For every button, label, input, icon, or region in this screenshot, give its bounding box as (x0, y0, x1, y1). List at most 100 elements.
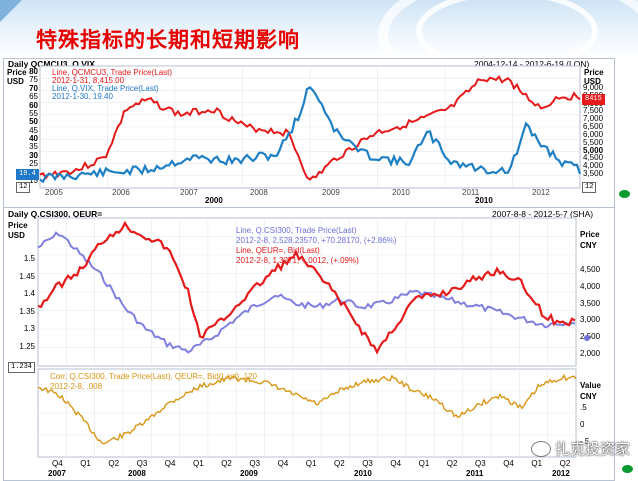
top-x-label-7: 2012 (532, 188, 550, 197)
corr-legend-value: 2012-2-8, .008 (50, 382, 103, 391)
top-chart-plot (39, 65, 582, 189)
quarter-label-14: Q2 (446, 459, 458, 468)
bottom-right-axis-title-1: Price (580, 230, 600, 239)
bottom-right-axis-title-2: CNY (580, 241, 597, 250)
quarter-label-10: Q2 (334, 459, 345, 468)
top-right-tick-9: 4,500 (583, 153, 604, 163)
top-left-tick-1: 75 (29, 75, 38, 85)
watermark: 扎克投资家 (530, 438, 630, 459)
top-right-tick-7: 5,500 (583, 137, 604, 147)
corr-tick-1: 0 (580, 420, 585, 429)
top-left-tick-6: 50 (29, 117, 38, 127)
top-left-axis-title-1: Price (7, 68, 27, 77)
quarter-label-2: Q2 (108, 459, 120, 468)
top-legend-qcmcu3-value: 2012-1-31, 8,415.00 (52, 76, 125, 85)
bottom-right-tick-3: 3,000 (580, 315, 601, 325)
quarter-label-6: Q2 (221, 459, 232, 468)
quarter-label-5: Q1 (193, 459, 204, 468)
top-x-label-4: 2009 (322, 188, 340, 197)
top-left-tick-13: 15 (29, 176, 38, 185)
qcmcu3-series-line (39, 74, 581, 181)
top-legend-qcmcu3: Line, QCMCU3, Trade Price(Last) (52, 68, 173, 77)
bottom-right-tick-1: 4,000 (580, 281, 601, 291)
bottom-left-tick-2: 1.4 (23, 289, 35, 299)
csi300-series-line (37, 231, 576, 354)
bottom-left-tick-5: 1.25 (19, 342, 35, 351)
top-left-tick-11: 25 (29, 159, 38, 169)
top-tag-bottom-left: 12 (16, 182, 31, 193)
bottom-legend-eur: Line, QEUR=, Bid(Last) (236, 246, 320, 255)
bottom-chart-header-left: Daily Q.CSI300, QEUR= (8, 209, 103, 219)
bottom-legend-csi300-value: 2012-2-8, 2,528.23570, +70.28170, (+2.86… (236, 236, 397, 245)
correlation-series-line (37, 373, 577, 445)
top-x-label-6: 2011 (462, 188, 480, 197)
bottom-chart-plot (37, 217, 577, 367)
bottom-chart-header-right: 2007-8-8 - 2012-5-7 (SHA) (492, 209, 594, 219)
top-right-tick-5: 6,500 (583, 122, 604, 132)
quarter-label-18: Q2 (559, 459, 571, 468)
bottom-gridlines (38, 218, 576, 366)
top-left-tick-7: 45 (29, 125, 38, 135)
bottom-left-tick-3: 1.35 (19, 306, 35, 316)
top-right-tick-10: 4,000 (583, 161, 604, 171)
banner-swirl-inner (416, 0, 598, 58)
correlation-gridlines (38, 369, 576, 457)
quarter-label-11: Q3 (362, 459, 373, 468)
top-left-tick-9: 35 (29, 142, 38, 152)
quarter-label-8: Q4 (277, 459, 289, 468)
bottom-right-tick-5: 2,000 (580, 349, 601, 358)
top-left-tick-5: 55 (29, 108, 38, 118)
top-tag-qcmcu3: 8415 (582, 94, 605, 105)
quarter-label-4: Q4 (164, 459, 176, 468)
bottom-left-tick-1: 1.45 (19, 271, 35, 281)
bottom-tag-left: 1.234 (8, 362, 36, 373)
bottom-right-tick-0: 4,500 (580, 265, 601, 274)
quarter-label-7: Q3 (249, 459, 261, 468)
top-chart-header-right: 2004-12-14 - 2012-6-19 (LON) (474, 59, 590, 69)
watermark-text: 扎克投资家 (554, 440, 630, 458)
quarter-label-12: Q4 (390, 459, 402, 468)
top-left-tick-2: 70 (29, 83, 38, 93)
year-label-1: 2008 (128, 469, 146, 478)
eur-series-line (37, 220, 576, 355)
quarter-label-16: Q4 (503, 459, 514, 468)
bottom-left-axis-title-2: USD (8, 231, 25, 240)
top-right-tick-3: 7,500 (583, 106, 604, 116)
corr-tick-2: -.5 (580, 437, 590, 446)
page-title: 特殊指标的长期和短期影响 (36, 27, 300, 52)
top-x-label-2: 2007 (180, 188, 198, 197)
bottom-footer-dot (622, 465, 633, 473)
top-legend-vix: Line, Q.VIX, Trade Price(Last) (52, 84, 159, 93)
bottom-left-tick-0: 1.5 (23, 254, 35, 263)
vix-series-line (39, 86, 582, 184)
top-tag-bottom-right: 12 (582, 182, 597, 193)
wechat-icon (530, 440, 551, 457)
year-label-3: 2010 (354, 469, 372, 478)
top-x-label-0: 2005 (45, 188, 63, 197)
top-x-bold-2010: 2010 (475, 196, 493, 205)
corr-tick-0: .5 (580, 403, 587, 412)
year-label-5: 2012 (552, 469, 570, 478)
bottom-left-tick-4: 1.3 (23, 324, 35, 334)
top-legend-vix-value: 2012-1-30, 19.40 (52, 92, 113, 101)
year-label-4: 2011 (466, 469, 484, 478)
banner-corner (0, 0, 22, 22)
quarter-label-1: Q1 (80, 459, 91, 468)
quarter-label-0: Q4 (52, 459, 63, 468)
top-tag-vix: 19.4 (16, 169, 39, 180)
quarter-label-13: Q1 (418, 459, 430, 468)
year-label-2: 2009 (240, 469, 258, 478)
corr-legend-title: Corr, Q.CSI300, Trade Price(Last), QEUR=… (50, 372, 257, 381)
slide-banner (0, 0, 638, 58)
top-left-tick-4: 60 (29, 100, 38, 110)
top-right-tick-4: 7,000 (583, 114, 604, 124)
top-right-tick-6: 6,000 (583, 129, 604, 139)
corr-axis-title-1: Value (580, 381, 601, 390)
corr-axis-title-2: CNY (580, 392, 597, 401)
top-gridlines (40, 66, 580, 188)
quarter-label-3: Q3 (136, 459, 148, 468)
top-chart-header-left: Daily QCMCU3, Q.VIX (8, 59, 95, 69)
top-x-label-5: 2010 (392, 188, 410, 197)
top-left-tick-10: 30 (29, 150, 38, 160)
bottom-right-tick-4: 2,500 (580, 332, 601, 342)
